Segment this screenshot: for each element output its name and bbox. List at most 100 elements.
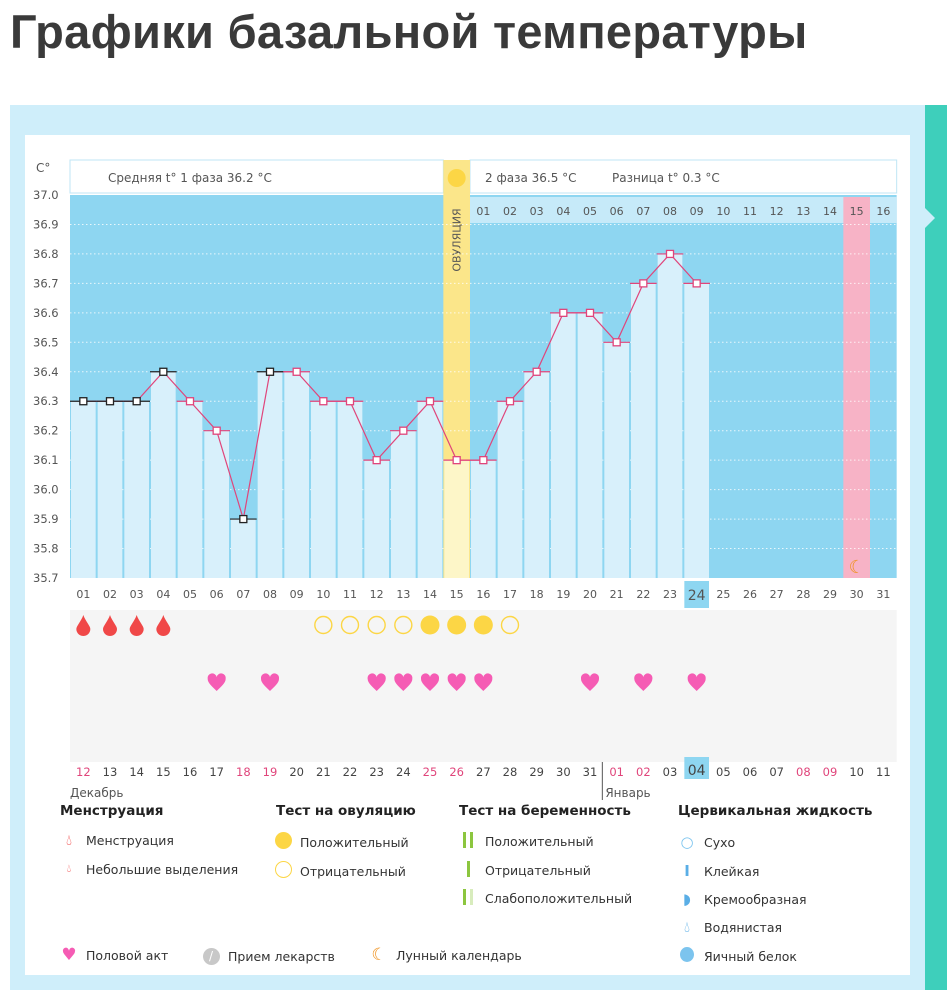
y-tick-label: 36.3 <box>33 394 59 408</box>
calendar-date: 02 <box>636 765 651 779</box>
temperature-bar <box>471 460 496 578</box>
month-label: Декабрь <box>70 786 123 800</box>
temperature-point <box>479 456 488 465</box>
calendar-date: 19 <box>263 765 278 779</box>
x-day-label: 13 <box>396 588 410 601</box>
legend-intercourse: ♥ Половой акт <box>60 945 168 965</box>
temperature-point <box>292 367 301 376</box>
temperature-bar <box>417 401 443 578</box>
y-tick-label: 36.4 <box>33 365 59 379</box>
temperature-bar <box>551 312 576 578</box>
temperature-point <box>185 397 195 406</box>
cycle-day-label: 09 <box>690 205 704 218</box>
ovulation-test-negative-icon <box>340 615 360 635</box>
page-title: Графики базальной температуры <box>10 5 808 58</box>
y-axis-label: C° <box>36 161 50 175</box>
legend-title-menstruation: Менструация <box>60 803 164 819</box>
calendar-date: 08 <box>796 765 811 779</box>
heart-icon <box>634 673 653 691</box>
calendar-date: 28 <box>503 765 518 779</box>
legend-cervical-eggwhite: Яичный белок <box>678 947 797 965</box>
legend-ptest-weak: Слабоположительный <box>459 889 632 908</box>
heart-icon <box>260 673 280 691</box>
calendar-date: 13 <box>103 765 118 779</box>
legend-label: Менструация <box>86 832 174 848</box>
legend-label: Отрицательный <box>300 863 406 879</box>
heart-icon <box>420 673 440 691</box>
heart-icon <box>687 673 706 691</box>
water-drop-icon: 💧︎ <box>683 918 690 936</box>
legend-label: Сухо <box>704 834 736 850</box>
calendar-date: 16 <box>183 765 198 779</box>
x-day-label: 29 <box>823 588 837 601</box>
x-day-label: 30 <box>850 588 864 601</box>
y-tick-label: 36.1 <box>33 453 59 467</box>
calendar-date: 25 <box>423 765 438 779</box>
y-tick-label: 36.5 <box>33 335 59 349</box>
calendar-date: 23 <box>369 765 384 779</box>
legend-label: Яичный белок <box>704 948 797 964</box>
heart-icon <box>580 673 600 691</box>
heart-icon: ♥ <box>61 945 77 965</box>
temperature-bar <box>151 371 176 578</box>
x-day-label: 31 <box>876 588 890 601</box>
temperature-bar <box>97 401 123 578</box>
temperature-bar <box>257 371 283 578</box>
x-day-label: 03 <box>130 588 144 601</box>
temperature-point <box>239 514 248 524</box>
y-tick-label: 37.0 <box>33 188 59 202</box>
x-day-label: 25 <box>716 588 730 601</box>
calendar-date: 26 <box>449 765 464 779</box>
calendar-date: 01 <box>609 765 624 779</box>
current-date-highlight <box>684 757 709 779</box>
cycle-day-label: 03 <box>530 205 544 218</box>
y-tick-label: 36.0 <box>33 483 59 497</box>
temperature-point <box>319 397 328 406</box>
cycle-day-label: 04 <box>556 205 570 218</box>
cycle-day-label: 08 <box>663 205 677 218</box>
legend-label: Слабоположительный <box>485 891 633 906</box>
legend-label: Положительный <box>300 834 409 850</box>
x-day-label: 09 <box>290 588 304 601</box>
x-day-label: 20 <box>583 588 597 601</box>
x-day-label: 12 <box>370 588 384 601</box>
y-tick-label: 35.8 <box>33 542 59 556</box>
cycle-day-label: 15 <box>850 205 864 218</box>
calendar-date: 15 <box>156 765 171 779</box>
menstruation-drop-icon <box>156 615 171 636</box>
temperature-bar <box>311 401 336 578</box>
legend-label: Положительный <box>485 834 594 849</box>
legend-label: Клейкая <box>704 863 760 879</box>
moon-icon: ☾ <box>371 945 387 965</box>
x-day-label: 07 <box>236 588 250 601</box>
temperature-difference: Разница t° 0.3 °C <box>612 171 720 185</box>
ovulation-test-positive-icon <box>447 615 467 635</box>
temperature-point <box>505 397 515 406</box>
temperature-point <box>612 338 621 347</box>
legend-label: Отрицательный <box>485 863 591 878</box>
y-tick-label: 36.9 <box>33 217 59 231</box>
temperature-bar <box>577 312 603 578</box>
legend-cervical-creamy: ◗ Кремообразная <box>678 891 806 907</box>
x-day-label: 08 <box>263 588 277 601</box>
x-day-label: 18 <box>530 588 544 601</box>
side-tab[interactable] <box>925 105 947 990</box>
x-day-label: 26 <box>743 588 757 601</box>
temperature-bar <box>71 401 96 578</box>
temperature-bar <box>684 283 709 578</box>
phase2-average: 2 фаза 36.5 °C <box>485 171 577 185</box>
heart-icon <box>207 673 226 691</box>
calendar-date: 10 <box>849 765 864 779</box>
calendar-date: 04 <box>688 763 706 779</box>
cycle-day-label: 16 <box>876 205 890 218</box>
month-label: Январь <box>605 786 650 800</box>
x-day-label: 04 <box>156 588 170 601</box>
ovulation-label: ОВУЛЯЦИЯ <box>451 208 464 271</box>
legend-label: Небольшие выделения <box>86 861 239 877</box>
calendar-date: 09 <box>823 765 838 779</box>
legend-moon: ☾ Лунный календарь <box>370 945 521 965</box>
phase1-average: Средняя t° 1 фаза 36.2 °C <box>108 171 272 185</box>
x-day-label: 02 <box>103 588 117 601</box>
heart-icon <box>447 673 466 691</box>
phase2-header <box>469 159 898 194</box>
